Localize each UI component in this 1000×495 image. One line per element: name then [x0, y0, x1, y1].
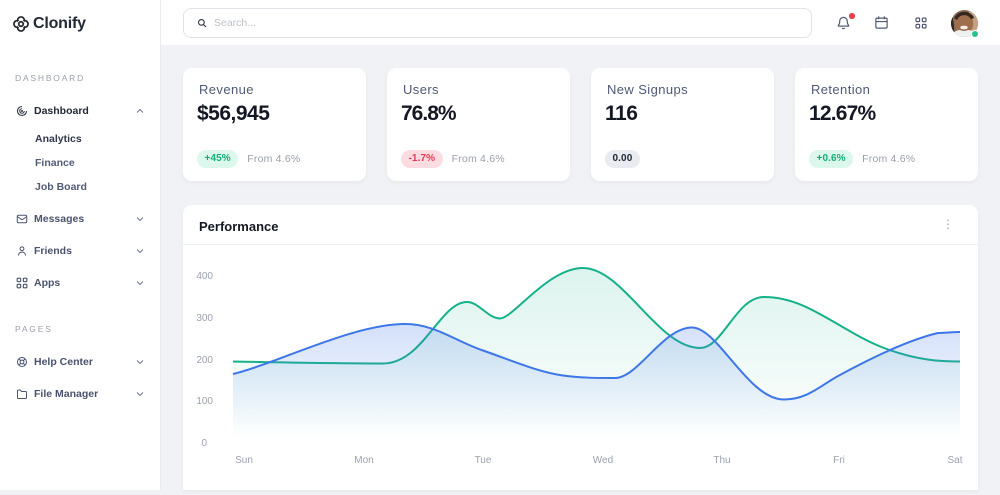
svg-text:100: 100 [196, 396, 213, 407]
svg-text:Mon: Mon [354, 455, 373, 466]
svg-text:Sat: Sat [947, 455, 962, 466]
svg-text:300: 300 [196, 313, 213, 324]
svg-text:Fri: Fri [833, 455, 845, 466]
svg-text:0: 0 [201, 438, 207, 449]
svg-text:Sun: Sun [235, 455, 253, 466]
svg-text:Thu: Thu [713, 455, 730, 466]
svg-text:200: 200 [196, 355, 213, 366]
svg-text:Tue: Tue [475, 455, 492, 466]
svg-text:400: 400 [196, 271, 213, 282]
svg-text:Wed: Wed [593, 455, 613, 466]
